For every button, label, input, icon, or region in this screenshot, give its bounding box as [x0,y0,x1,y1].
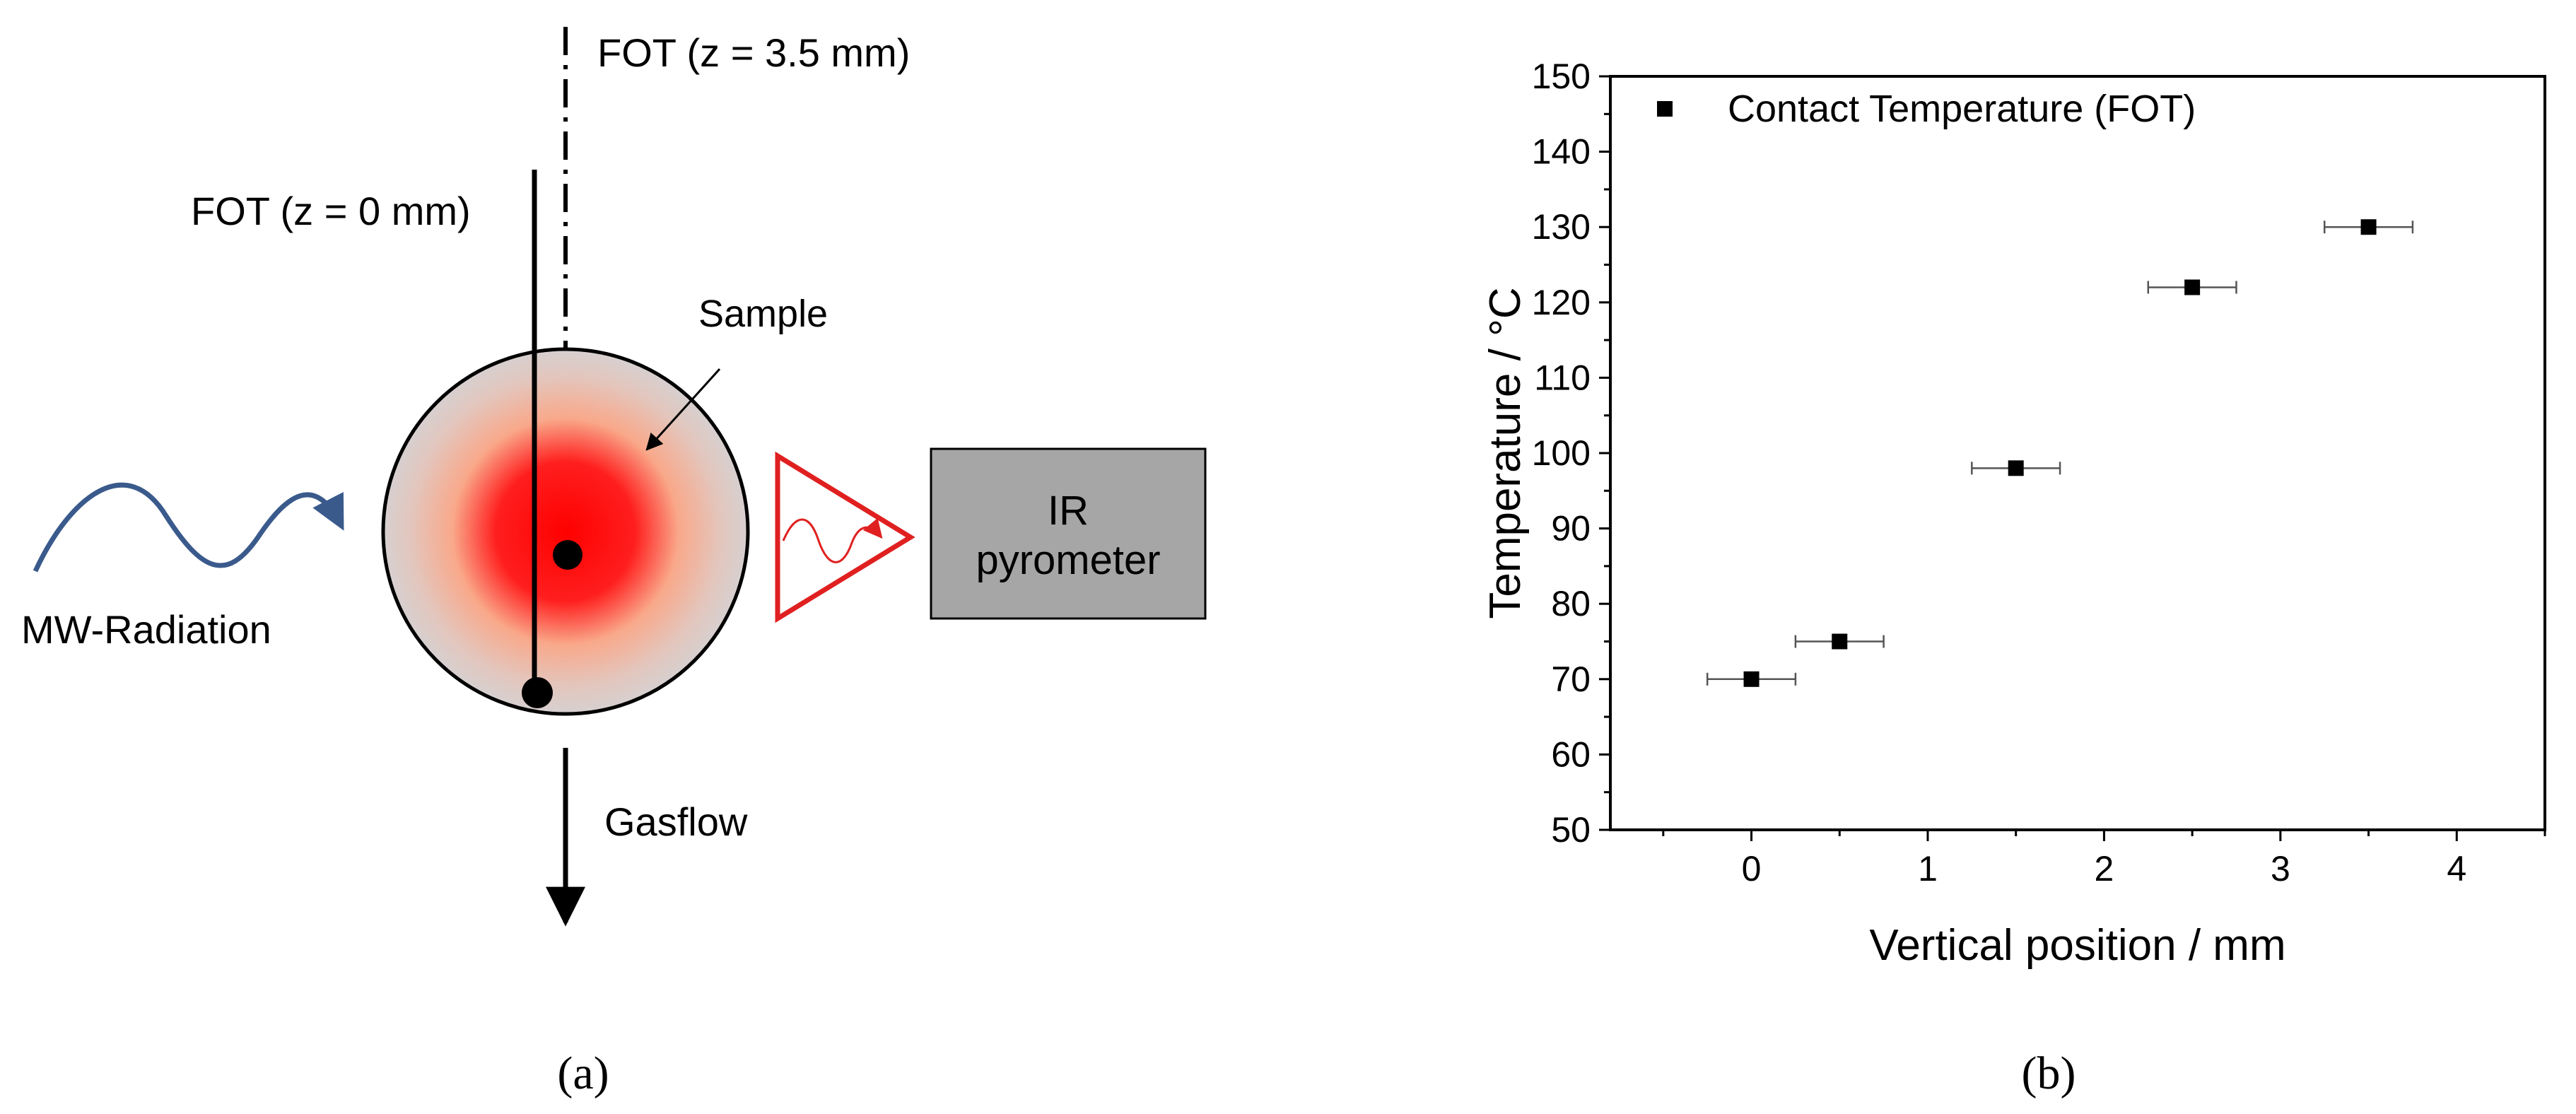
pyrometer-label-line1: IR [1048,488,1089,534]
error-bars [1706,221,2414,686]
sample-disc [381,347,750,716]
data-point [2360,219,2377,235]
x-tick-label: 2 [2095,849,2114,889]
data-points [1743,219,2377,687]
pyrometer-box [930,447,1207,620]
panel-b-chart: 0 1 2 3 4 50 60 70 80 90 100 110 120 130 140 150 Verti… [1481,57,2546,1099]
fot-left-label: FOT (z = 0 mm) [191,189,471,233]
y-tick-label: 120 [1532,283,1591,322]
panel-b-caption: (b) [2022,1048,2076,1099]
x-tick-label: 3 [2271,849,2290,889]
data-point [2008,460,2024,476]
legend: Contact Temperature (FOT) [1657,88,2196,130]
x-axis-ticks: 0 1 2 3 4 [1662,830,2546,889]
fot-tip-upper [553,540,582,570]
y-tick-label: 110 [1534,358,1591,397]
y-tick-label: 100 [1532,433,1591,473]
x-tick-label: 0 [1742,849,1762,889]
y-tick-label: 80 [1551,584,1591,623]
pyrometer-label-line2: pyrometer [976,537,1160,583]
mw-label: MW-Radiation [21,607,271,652]
y-axis-label: Temperature / °C [1481,287,1530,618]
fot-tip-lower [522,677,553,708]
data-point [1832,633,1848,650]
y-tick-label: 90 [1551,509,1591,549]
y-tick-label: 150 [1532,57,1591,96]
x-tick-label: 4 [2447,849,2466,889]
data-point [2184,279,2201,295]
y-tick-label: 70 [1551,659,1591,699]
x-tick-label: 1 [1918,849,1938,889]
y-tick-label: 140 [1532,132,1591,172]
gasflow-label: Gasflow [604,799,748,844]
fot-top-label: FOT (z = 3.5 mm) [597,30,910,75]
legend-label: Contact Temperature (FOT) [1728,88,2196,130]
pyrometer-wave-icon [782,517,883,563]
sample-pointer-arrow [645,368,721,451]
y-tick-label: 50 [1551,810,1591,850]
panel-a-diagram: FOT (z = 3.5 mm) FOT (z = 0 mm) Sample M… [21,27,1207,1099]
x-axis-label: Vertical position / mm [1869,921,2285,970]
y-tick-label: 130 [1532,207,1591,247]
plot-frame [1609,75,2546,831]
data-point [1743,671,1760,687]
panel-a-caption: (a) [557,1048,609,1099]
sample-label: Sample [698,293,828,335]
legend-marker [1657,101,1673,117]
pyrometer-triangle [775,451,915,623]
y-axis-ticks: 50 60 70 80 90 100 110 120 130 140 150 [1532,57,1610,850]
mw-wave [33,482,344,573]
y-tick-label: 60 [1551,734,1591,774]
